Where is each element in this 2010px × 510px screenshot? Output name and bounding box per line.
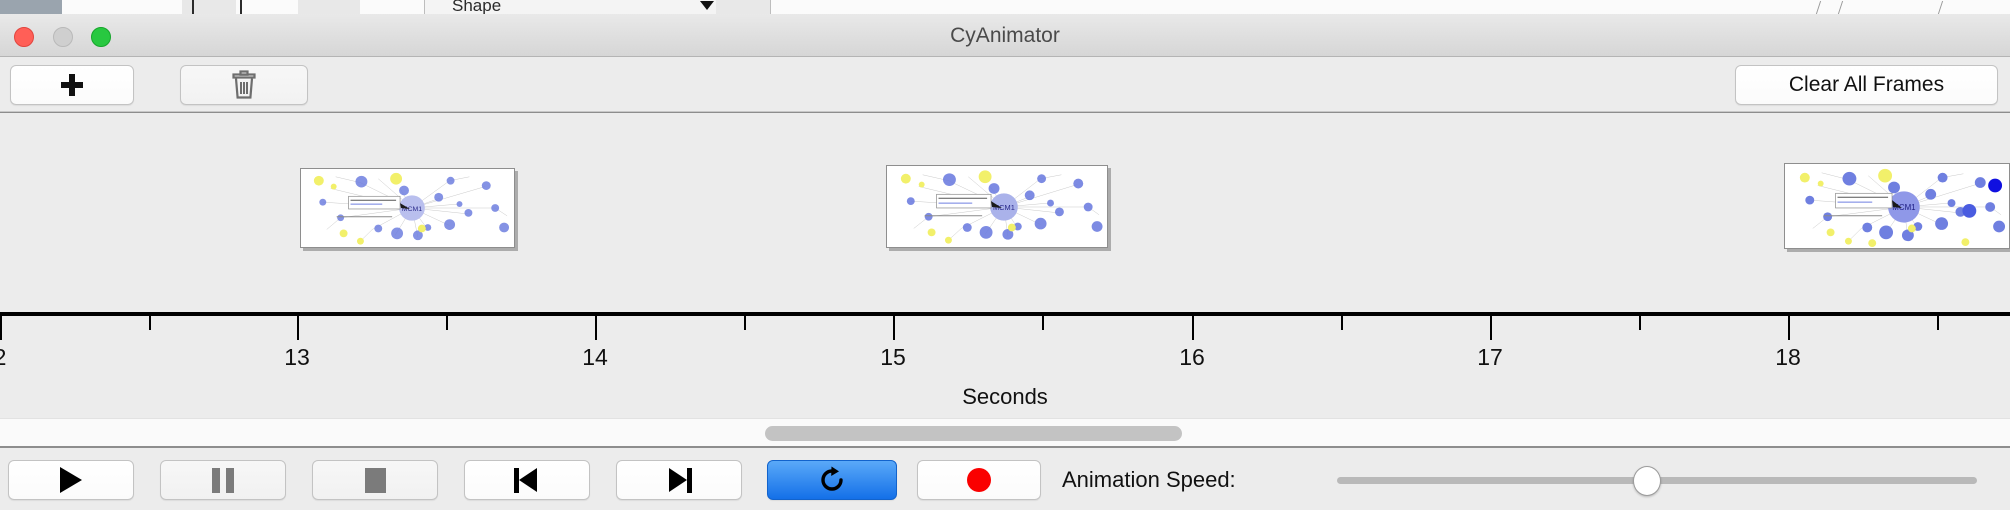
skip-forward-icon [666, 467, 692, 493]
axis-tick-label: 18 [1775, 344, 1801, 370]
clear-all-frames-button[interactable]: Clear All Frames [1735, 65, 1998, 105]
svg-text:MCM1: MCM1 [402, 206, 423, 213]
axis-tick-label: 13 [284, 344, 310, 370]
playback-controls: Animation Speed: [0, 450, 2010, 510]
toolbar: Clear All Frames [0, 57, 2010, 112]
minimize-button[interactable] [53, 27, 73, 47]
close-button[interactable] [14, 27, 34, 47]
bg-chip [298, 0, 361, 14]
axis-tick-major [1192, 316, 1194, 340]
axis-tick-major [297, 316, 299, 340]
trash-icon [232, 70, 256, 99]
stop-icon [364, 467, 386, 493]
skip-to-end-button[interactable] [616, 460, 742, 500]
axis-tick-minor [446, 316, 448, 330]
clear-all-frames-label: Clear All Frames [1788, 73, 1945, 96]
axis-tick-label: 14 [582, 344, 608, 370]
bg-chip [236, 0, 299, 14]
axis-tick-major [893, 316, 895, 340]
stop-button[interactable] [312, 460, 438, 500]
record-button[interactable] [917, 460, 1041, 500]
axis-tick-major [1788, 316, 1790, 340]
pause-button[interactable] [160, 460, 286, 500]
bg-arrow-icon [700, 1, 714, 10]
play-icon [60, 467, 82, 493]
keyframe-thumbnail[interactable]: MCM1 [1784, 163, 2010, 249]
window-title: CyAnimator [950, 24, 1060, 47]
skip-back-icon [514, 467, 540, 493]
bg-tick [192, 0, 194, 14]
axis-tick-major [0, 316, 2, 340]
network-thumbnail-graphic: MCM1 [887, 166, 1107, 247]
loop-icon [821, 466, 843, 491]
axis-tick-major [595, 316, 597, 340]
animation-speed-slider[interactable] [1337, 460, 1977, 500]
keyframe-thumbnail[interactable]: MCM1 [886, 165, 1108, 248]
axis-tick-label: 15 [880, 344, 906, 370]
record-icon [967, 468, 991, 492]
network-thumbnail-graphic: MCM1 [1785, 164, 2009, 248]
slider-thumb[interactable] [1633, 466, 1661, 496]
svg-text:MCM1: MCM1 [993, 203, 1015, 212]
background-window-text: Shape [452, 0, 502, 14]
svg-text:MCM1: MCM1 [1892, 203, 1915, 212]
timeline-scrollbar[interactable] [0, 418, 2010, 448]
maximize-button[interactable] [91, 27, 111, 47]
axis-tick-major [1490, 316, 1492, 340]
add-frame-button[interactable] [10, 65, 134, 105]
pause-icon [212, 467, 234, 493]
axis-tick-minor [1042, 316, 1044, 330]
axis-tick-label: 17 [1477, 344, 1503, 370]
loop-button[interactable] [767, 460, 897, 500]
axis-tick-label: 16 [1179, 344, 1205, 370]
axis-tick-label: 2 [0, 344, 6, 371]
bg-chip [62, 0, 183, 14]
skip-to-start-button[interactable] [464, 460, 590, 500]
timeline-track[interactable]: MCM1 [0, 112, 2010, 312]
axis-tick-minor [1341, 316, 1343, 330]
background-window-strip: Shape [0, 0, 2010, 14]
timeline-axis: 2 13 14 15 16 17 18 Seconds [0, 312, 2010, 420]
delete-frame-button[interactable] [180, 65, 308, 105]
bg-chip [360, 0, 425, 14]
plus-icon [61, 74, 83, 96]
bg-chip [0, 0, 63, 14]
animation-speed-label: Animation Speed: [1062, 467, 1236, 492]
title-bar: CyAnimator [0, 14, 2010, 57]
keyframe-thumbnail[interactable]: MCM1 [300, 168, 515, 248]
network-thumbnail-graphic: MCM1 [301, 169, 514, 247]
axis-line [0, 312, 2010, 316]
axis-title: Seconds [962, 384, 1048, 409]
axis-tick-minor [1639, 316, 1641, 330]
bg-chip [770, 0, 2010, 14]
axis-tick-minor [149, 316, 151, 330]
scrollbar-thumb[interactable] [765, 426, 1182, 441]
axis-tick-minor [1937, 316, 1939, 330]
bg-chip [716, 0, 771, 14]
bg-chip [182, 0, 237, 14]
axis-tick-minor [744, 316, 746, 330]
play-button[interactable] [8, 460, 134, 500]
bg-tick [240, 0, 242, 14]
